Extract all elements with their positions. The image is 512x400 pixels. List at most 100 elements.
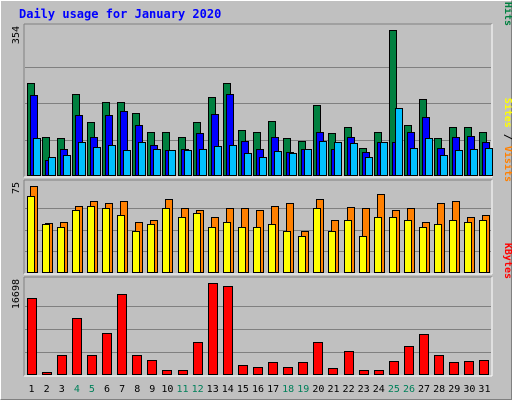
bar-pages-day-31: Pages 31: 68 xyxy=(485,148,493,176)
x-tick-label: 6 xyxy=(104,384,110,395)
x-tick-label: 18 xyxy=(282,384,294,395)
bar-kbytes-day-31: KBytes 31: 2650 xyxy=(479,360,489,375)
x-tick-label: 10 xyxy=(161,384,173,395)
bar-kbytes-day-26: KBytes 26: 5300 xyxy=(404,346,414,375)
bar-kbytes-day-21: KBytes 21: 1200 xyxy=(328,368,338,375)
bar-sites-day-21: Sites 21: 36 xyxy=(328,231,336,273)
legend-kbytes: KBytes xyxy=(502,243,512,279)
x-tick-label: 9 xyxy=(149,384,155,395)
bar-sites-day-19: Sites 19: 32 xyxy=(298,236,306,273)
x-tick-label: 14 xyxy=(222,384,234,395)
bar-kbytes-day-9: KBytes 9: 2750 xyxy=(147,360,157,375)
bar-kbytes-day-23: KBytes 23: 970 xyxy=(359,370,369,375)
x-tick-label: 22 xyxy=(343,384,355,395)
x-tick-label: 7 xyxy=(119,384,125,395)
x-tick-label: 25 xyxy=(388,384,400,395)
bar-pages-day-13: Pages 13: 72 xyxy=(214,146,222,176)
bar-kbytes-day-4: KBytes 4: 10300 xyxy=(72,318,82,375)
bar-kbytes-day-30: KBytes 30: 2600 xyxy=(464,361,474,375)
bar-pages-day-11: Pages 11: 62 xyxy=(184,150,192,176)
bar-pages-day-23: Pages 23: 46 xyxy=(365,157,373,176)
x-tick-label: 11 xyxy=(176,384,188,395)
chart-panels: 354Pages / Files / HitsHits 1: 225Hits 2… xyxy=(11,0,512,377)
bar-kbytes-day-10: KBytes 10: 970 xyxy=(162,370,172,375)
bar-kbytes-day-19: KBytes 19: 2450 xyxy=(298,362,308,375)
x-tick-label: 23 xyxy=(358,384,370,395)
bar-kbytes-day-15: KBytes 15: 1870 xyxy=(238,365,248,375)
bar-kbytes-day-13: KBytes 13: 16698 xyxy=(208,283,218,375)
bar-pages-day-7: Pages 7: 62 xyxy=(123,150,131,176)
x-tick-label: 24 xyxy=(373,384,385,395)
bar-sites-day-15: Sites 15: 40 xyxy=(238,227,246,273)
bar-pages-day-24: Pages 24: 82 xyxy=(380,142,388,176)
x-tick-label: 19 xyxy=(297,384,309,395)
bar-kbytes-day-2: KBytes 2: 510 xyxy=(42,372,52,375)
bar-sites-day-4: Sites 4: 54 xyxy=(72,210,80,273)
x-tick-label: 13 xyxy=(207,384,219,395)
x-tick-label: 16 xyxy=(252,384,264,395)
bar-kbytes-day-17: KBytes 17: 2450 xyxy=(268,362,278,375)
bar-sites-day-28: Sites 28: 42 xyxy=(434,224,442,273)
bar-kbytes-day-27: KBytes 27: 7500 xyxy=(419,334,429,375)
x-tick-label: 29 xyxy=(448,384,460,395)
bar-pages-day-9: Pages 9: 66 xyxy=(153,149,161,176)
bar-kbytes-day-14: KBytes 14: 16100 xyxy=(223,286,233,375)
bar-pages-day-21: Pages 21: 82 xyxy=(334,142,342,176)
bar-sites-day-5: Sites 5: 58 xyxy=(87,206,95,273)
bar-sites-day-16: Sites 16: 40 xyxy=(253,227,261,273)
panel-kbytes: 16698 KBytes KBytes 1: 13960 KBytes 2: 510 K… xyxy=(11,243,512,377)
bar-sites-day-14: Sites 14: 44 xyxy=(223,222,231,273)
bar-kbytes-day-16: KBytes 16: 1460 xyxy=(253,367,263,375)
x-tick-label: 21 xyxy=(327,384,339,395)
bar-pages-day-4: Pages 4: 82 xyxy=(78,142,86,176)
bar-pages-day-8: Pages 8: 82 xyxy=(138,142,146,176)
bar-kbytes-day-28: KBytes 28: 3550 xyxy=(434,355,444,375)
bar-pages-day-29: Pages 29: 62 xyxy=(455,150,463,176)
bar-sites-day-8: Sites 8: 36 xyxy=(132,231,140,273)
x-tick-label: 2 xyxy=(44,384,50,395)
bar-pages-day-20: Pages 20: 84 xyxy=(319,141,327,176)
bar-kbytes-day-3: KBytes 3: 3700 xyxy=(57,355,67,375)
bar-kbytes-day-7: KBytes 7: 14700 xyxy=(117,294,127,375)
bar-sites-day-26: Sites 26: 46 xyxy=(404,220,412,273)
bar-kbytes-day-1: KBytes 1: 13960 xyxy=(27,298,37,375)
y-max-label: 75 xyxy=(11,182,22,194)
bar-pages-day-1: Pages 1: 92 xyxy=(33,138,41,176)
bar-sites-day-17: Sites 17: 42 xyxy=(268,224,276,273)
panel-hits-files-pages: 354Pages / Files / HitsHits 1: 225Hits 2… xyxy=(11,0,512,178)
bar-sites-day-7: Sites 7: 50 xyxy=(117,215,125,273)
bar-sites-day-6: Sites 6: 56 xyxy=(102,208,110,273)
bar-kbytes-day-6: KBytes 6: 7600 xyxy=(102,333,112,375)
bar-sites-day-22: Sites 22: 46 xyxy=(344,220,352,273)
bar-pages-day-16: Pages 16: 45 xyxy=(259,157,267,176)
bar-sites-day-13: Sites 13: 40 xyxy=(208,227,216,273)
bar-sites-day-11: Sites 11: 48 xyxy=(178,217,186,273)
bar-sites-day-18: Sites 18: 36 xyxy=(283,231,291,273)
bar-sites-day-25: Sites 25: 48 xyxy=(389,217,397,273)
legend-visits: Visits xyxy=(502,146,512,182)
bar-sites-day-10: Sites 10: 56 xyxy=(162,208,170,273)
x-tick-label: 5 xyxy=(89,384,95,395)
bar-pages-day-15: Pages 15: 55 xyxy=(244,153,252,176)
bar-pages-day-19: Pages 19: 66 xyxy=(304,149,312,176)
bar-kbytes-day-29: KBytes 29: 2450 xyxy=(449,362,459,375)
bar-kbytes-day-25: KBytes 25: 2600 xyxy=(389,361,399,375)
legend-separator: / xyxy=(502,128,512,146)
bar-pages-day-27: Pages 27: 92 xyxy=(425,138,433,176)
x-tick-label: 12 xyxy=(192,384,204,395)
bar-sites-day-27: Sites 27: 40 xyxy=(419,227,427,273)
x-tick-label: 30 xyxy=(463,384,475,395)
bar-sites-day-30: Sites 30: 44 xyxy=(464,222,472,273)
bar-kbytes-day-20: KBytes 20: 6000 xyxy=(313,342,323,375)
x-tick-label: 15 xyxy=(237,384,249,395)
bar-pages-day-14: Pages 14: 75 xyxy=(229,145,237,176)
legend-sites: Sites xyxy=(502,98,512,128)
bar-pages-day-6: Pages 6: 76 xyxy=(108,145,116,176)
bar-sites-day-2: Sites 2: 42 xyxy=(42,224,50,273)
x-tick-label: 4 xyxy=(74,384,80,395)
bar-sites-day-1: Sites 1: 66 xyxy=(27,196,35,273)
bar-sites-day-24: Sites 24: 48 xyxy=(374,217,382,273)
x-tick-label: 17 xyxy=(267,384,279,395)
x-tick-label: 31 xyxy=(478,384,490,395)
